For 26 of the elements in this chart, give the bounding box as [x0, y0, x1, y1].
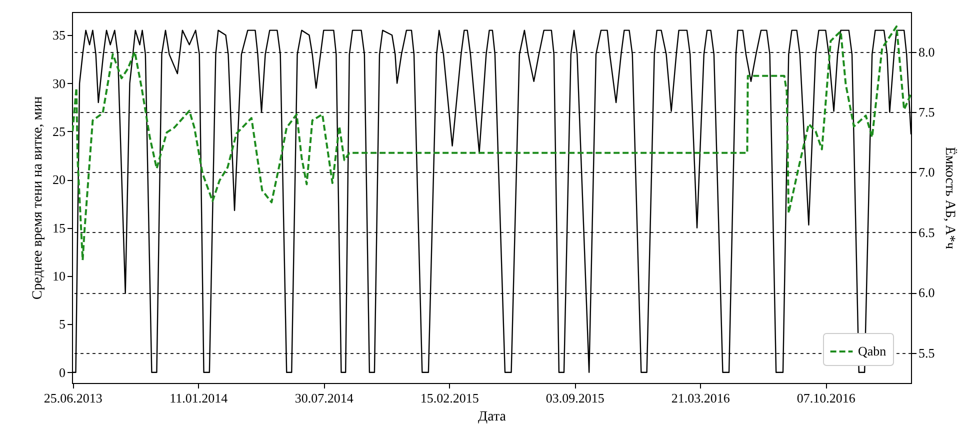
x-tick-label: 21.03.2016	[671, 390, 730, 406]
y2-tick-label: 8.0	[918, 44, 935, 60]
y-tick-label: 5	[59, 316, 66, 332]
y2-tick-label: 7.5	[918, 104, 935, 120]
y-tick-label: 35	[52, 28, 66, 43]
y-tick-label: 0	[59, 364, 66, 380]
y-tick-label: 10	[52, 268, 66, 284]
legend-label: Qabn	[858, 344, 887, 358]
x-tick-label: 11.01.2014	[170, 390, 228, 406]
y-tick-label: 25	[52, 124, 66, 139]
x-tick-label: 30.07.2014	[294, 390, 354, 406]
line-series	[72, 25, 911, 262]
y2-tick-label: 5.5	[918, 345, 935, 360]
x-axis-title: Дата	[478, 410, 507, 424]
x-tick-label: 03.09.2015	[546, 390, 604, 406]
y2-tick-label: 7.0	[918, 164, 935, 180]
y2-tick-label: 6.5	[918, 224, 935, 240]
y-tick-label: 15	[52, 220, 66, 236]
x-tick-label: 07.10.2016	[796, 390, 856, 406]
y2-tick-label: 6.0	[918, 285, 935, 300]
y-axis-title: Среднее время тени на витке, мин	[30, 96, 46, 300]
x-tick-label: 25.06.2013	[44, 390, 102, 406]
y2-axis-title: Ёмкость АБ, А*ч	[942, 146, 958, 250]
x-tick-label: 15.02.2015	[420, 390, 479, 406]
y-tick-label: 30	[52, 76, 66, 91]
y-tick-label: 20	[52, 172, 66, 188]
